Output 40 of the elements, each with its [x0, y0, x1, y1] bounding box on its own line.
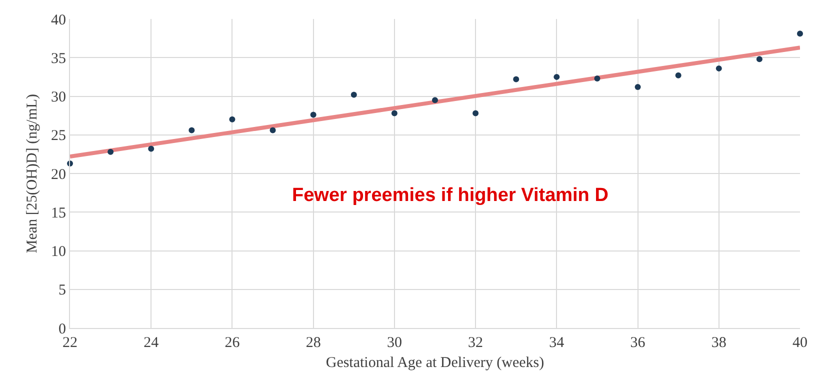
- x-tick-label: 28: [306, 335, 321, 351]
- x-tick-label: 34: [549, 335, 565, 351]
- x-tick-label: 32: [468, 335, 484, 351]
- x-tick-label: 22: [62, 335, 78, 351]
- annotation: Fewer preemies if higher Vitamin D: [292, 185, 608, 206]
- y-tick-label: 0: [58, 321, 66, 338]
- point: [350, 92, 357, 98]
- point: [594, 75, 600, 82]
- point: [756, 56, 762, 62]
- point: [148, 146, 154, 152]
- point: [634, 84, 641, 90]
- point: [716, 65, 722, 72]
- y-tick-label: 20: [51, 166, 66, 183]
- y-tick-label: 25: [51, 128, 66, 144]
- x-tick-label: 40: [792, 335, 808, 351]
- x-tick-label: 38: [711, 335, 726, 351]
- point: [513, 76, 520, 82]
- point: [270, 127, 276, 134]
- point: [391, 110, 398, 116]
- point: [229, 116, 236, 122]
- x-tick-label: 30: [386, 335, 402, 351]
- point: [472, 110, 479, 116]
- y-axis-title: Mean [25(OH)D] (ng/mL): [24, 94, 40, 254]
- y-tick-label: 15: [51, 205, 66, 222]
- point: [188, 127, 195, 134]
- x-axis-title: Gestational Age at Delivery (weeks): [326, 355, 544, 371]
- x-tick-label: 26: [224, 335, 240, 351]
- y-tick-label: 5: [58, 282, 66, 299]
- y-tick-label: 40: [51, 12, 66, 28]
- point: [797, 30, 803, 37]
- point: [554, 74, 560, 80]
- x-tick-label: 36: [630, 335, 646, 351]
- x-tick-label: 24: [144, 335, 160, 351]
- y-tick-label: 35: [51, 50, 66, 67]
- point: [432, 97, 438, 104]
- y-tick-label: 10: [51, 244, 66, 260]
- point: [108, 148, 114, 155]
- point: [310, 112, 316, 118]
- point: [675, 72, 682, 78]
- y-tick-label: 30: [51, 90, 66, 106]
